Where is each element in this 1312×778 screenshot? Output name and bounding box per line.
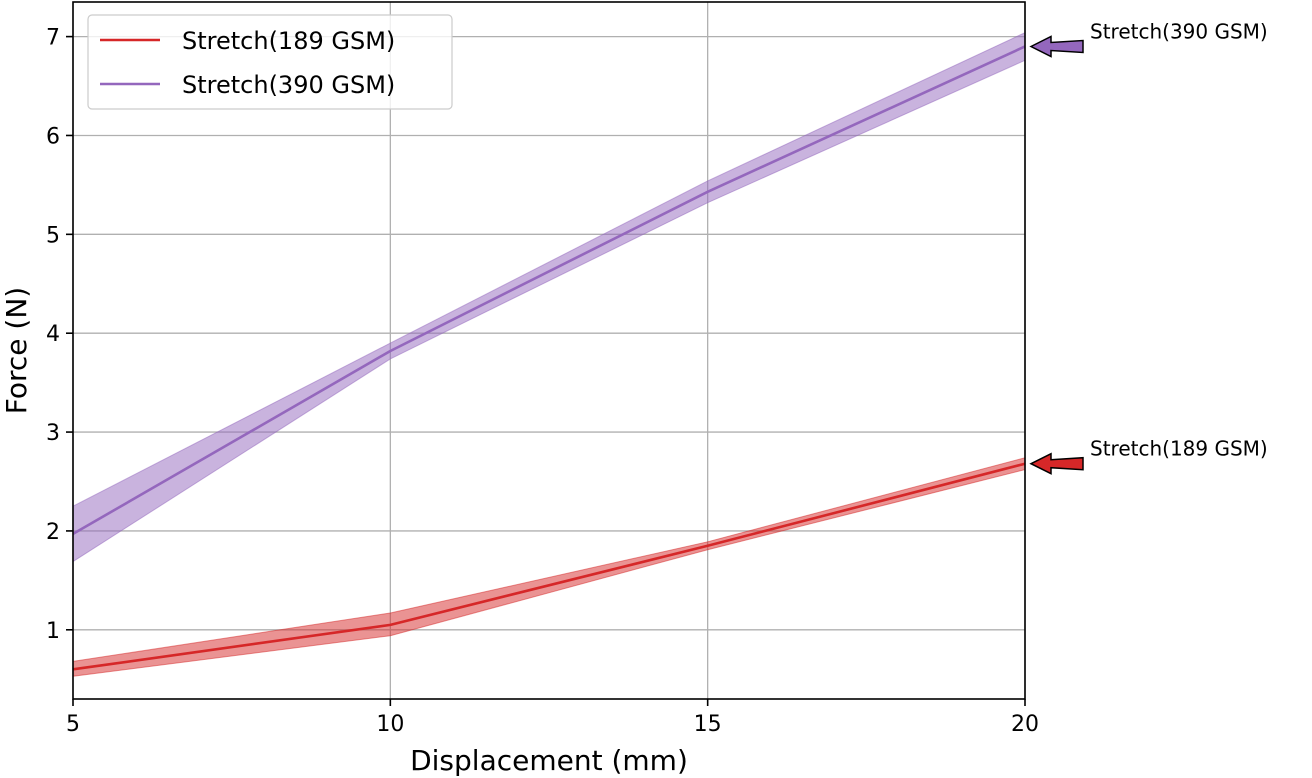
y-tick-label: 1	[46, 619, 60, 644]
annotation-label-390gsm: Stretch(390 GSM)	[1090, 19, 1268, 43]
confidence-band-0	[72, 457, 1026, 677]
annotations: Stretch(390 GSM) Stretch(189 GSM)	[1029, 19, 1268, 475]
y-tick-label: 3	[46, 421, 60, 446]
legend-box	[87, 14, 453, 110]
y-axis-title: Force (N)	[0, 287, 33, 414]
annotation-arrow-390gsm	[1029, 35, 1084, 58]
x-tick-label: 20	[1011, 712, 1039, 737]
plot-frame	[72, 1, 1026, 700]
legend: Stretch(189 GSM) Stretch(390 GSM)	[87, 14, 453, 110]
x-axis-title: Displacement (mm)	[410, 744, 688, 777]
x-tick-label: 10	[376, 712, 404, 737]
x-tick-label: 15	[694, 712, 722, 737]
x-tick-label: 5	[66, 712, 80, 737]
series-line-0	[72, 462, 1026, 671]
legend-label-390gsm: Stretch(390 GSM)	[182, 71, 395, 99]
confidence-bands	[72, 31, 1026, 677]
y-tick-label: 5	[46, 223, 60, 248]
annotation-arrow-189gsm	[1029, 452, 1084, 475]
series-line-1	[72, 45, 1026, 536]
y-tick-label: 2	[46, 520, 60, 545]
y-tick-label: 6	[46, 124, 60, 149]
axis-ticks: 5 10 15 20 1 2 3 4 5 6 7	[46, 26, 1039, 737]
y-tick-label: 7	[46, 26, 60, 51]
y-tick-label: 4	[46, 322, 60, 347]
legend-label-189gsm: Stretch(189 GSM)	[182, 27, 395, 55]
series-lines	[72, 45, 1026, 671]
annotation-label-189gsm: Stretch(189 GSM)	[1090, 437, 1268, 461]
